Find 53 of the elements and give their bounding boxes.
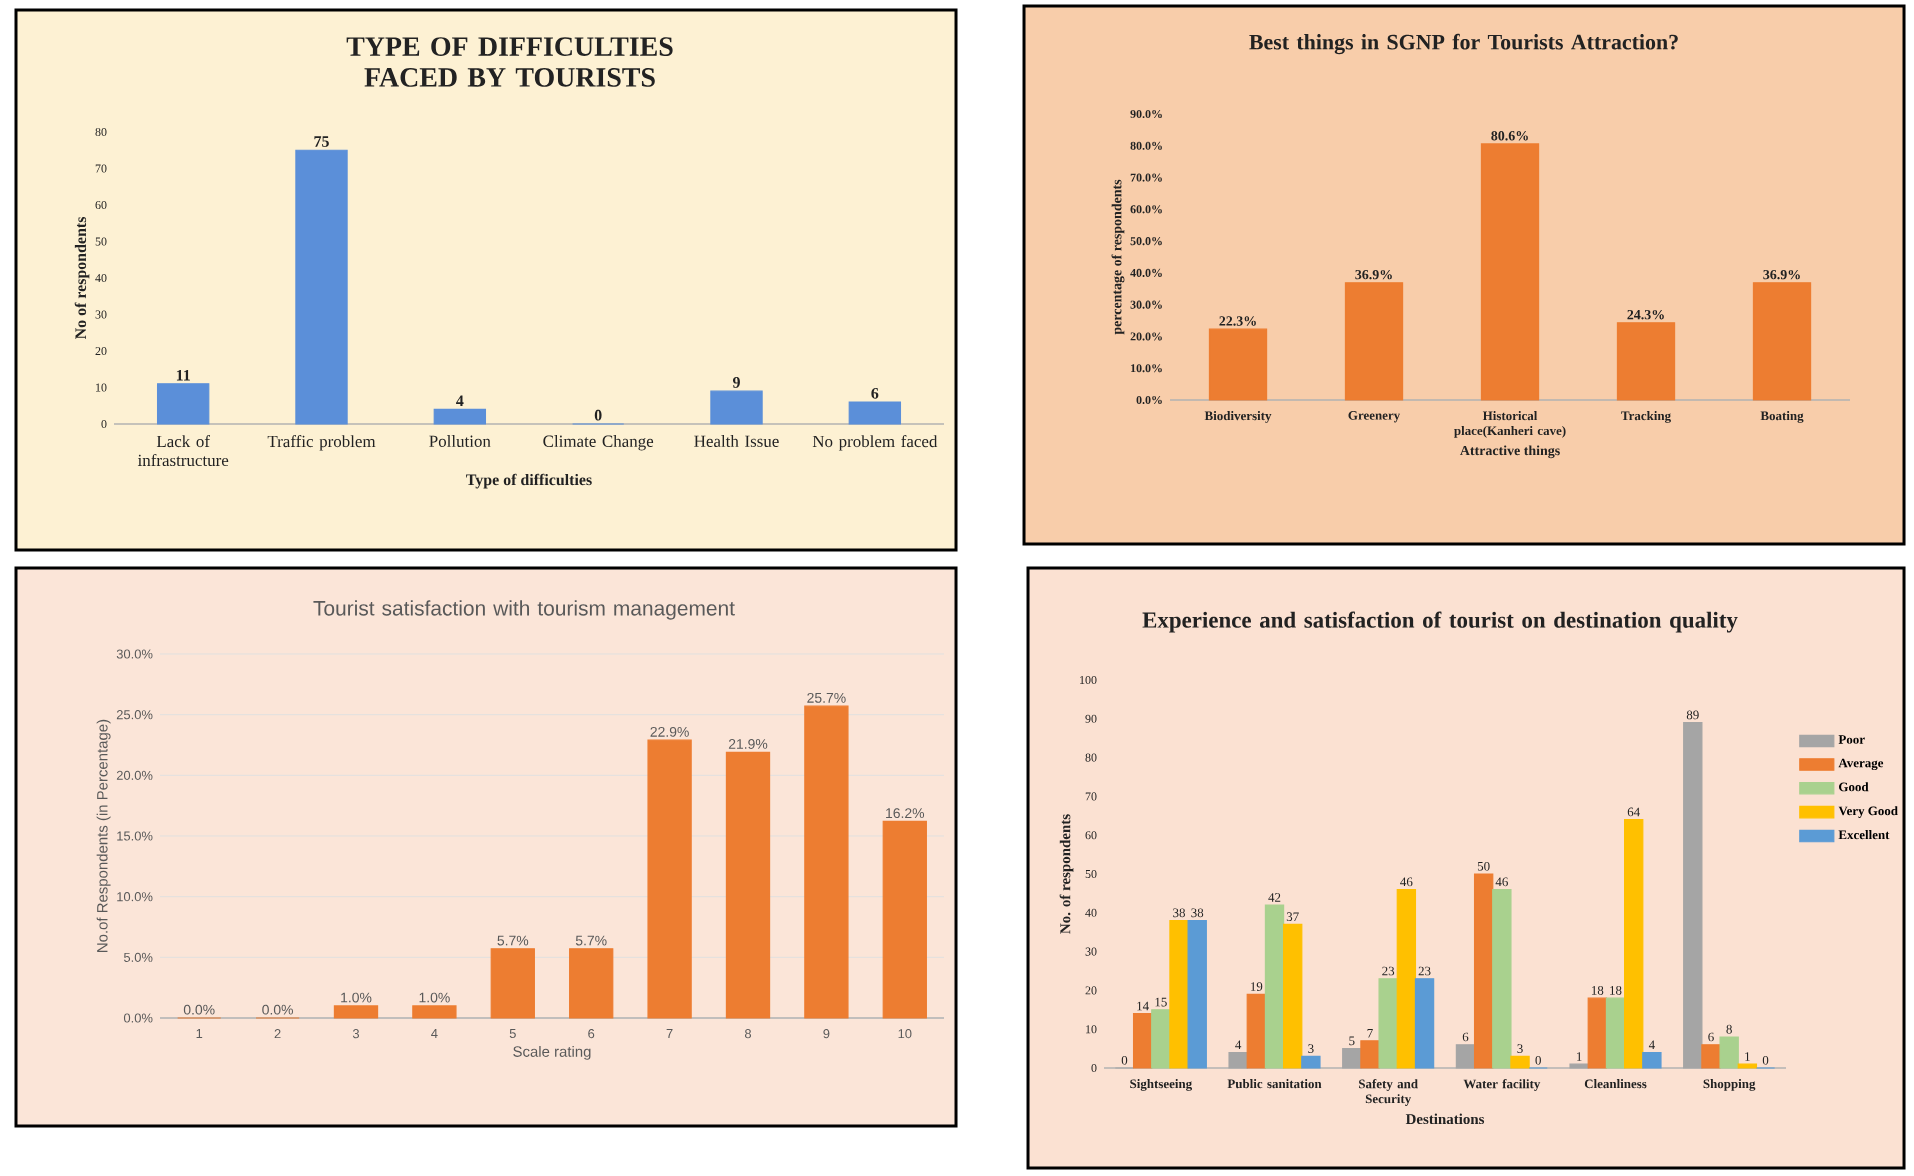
bar: [156, 383, 210, 425]
x-tick-label: Health Issue: [694, 435, 779, 447]
bar: [647, 739, 692, 1019]
x-tick-label: Traffic problem: [267, 435, 376, 451]
bar: [1510, 1055, 1530, 1069]
bar: [1301, 1055, 1321, 1069]
bar: [1414, 978, 1435, 1069]
bar: [490, 948, 535, 1019]
bar: [1683, 722, 1703, 1069]
x-tick-label: No problem faced: [812, 435, 938, 451]
bar: [1342, 1048, 1362, 1069]
bar: [1283, 923, 1303, 1069]
x-tick-label: Pollution: [429, 435, 491, 447]
bar: [1360, 1040, 1380, 1069]
chart-title: Best things in SGNP for Tourists Attraction?: [1249, 33, 1678, 55]
bar: [1719, 1036, 1739, 1069]
bar: [710, 390, 763, 425]
chart-title: Experience and satisfaction of tourist on destination quality: [1142, 611, 1738, 633]
bar: [1587, 997, 1608, 1069]
bar: [1246, 993, 1267, 1069]
bar: [1605, 997, 1626, 1069]
chart-title: TYPE OF DIFFICULTIES FACED BY TOURISTS: [346, 37, 673, 87]
bar: [725, 751, 771, 1019]
bar: [1642, 1051, 1662, 1069]
bar: [882, 820, 927, 1019]
bar: [1396, 888, 1417, 1069]
bar: [295, 149, 348, 425]
bar: [1378, 978, 1398, 1069]
bar: [1616, 322, 1676, 401]
bar: [1455, 1044, 1476, 1069]
bar: [1187, 919, 1207, 1069]
bar: [1480, 143, 1540, 401]
x-tick-label: Climate Change: [543, 435, 654, 451]
bar: [433, 408, 487, 425]
bar: [1701, 1044, 1721, 1069]
bar: [1492, 888, 1512, 1069]
bar: [412, 1005, 457, 1019]
bar: [1151, 1009, 1171, 1069]
bar: [333, 1005, 379, 1019]
bar: [1473, 873, 1494, 1069]
bar: [1208, 328, 1268, 401]
bar: [1264, 904, 1285, 1069]
x-tick-label: Lack of infrastructure: [137, 435, 229, 467]
bar: [1228, 1051, 1248, 1069]
bar: [569, 948, 614, 1019]
bar: [1169, 919, 1189, 1069]
bar: [1132, 1013, 1153, 1069]
bar: [848, 401, 902, 425]
bar: [1624, 819, 1644, 1069]
bar: [1752, 282, 1812, 401]
chart-title: Tourist satisfaction with tourism management: [313, 600, 735, 620]
bar: [1344, 282, 1404, 401]
bar: [804, 705, 849, 1019]
